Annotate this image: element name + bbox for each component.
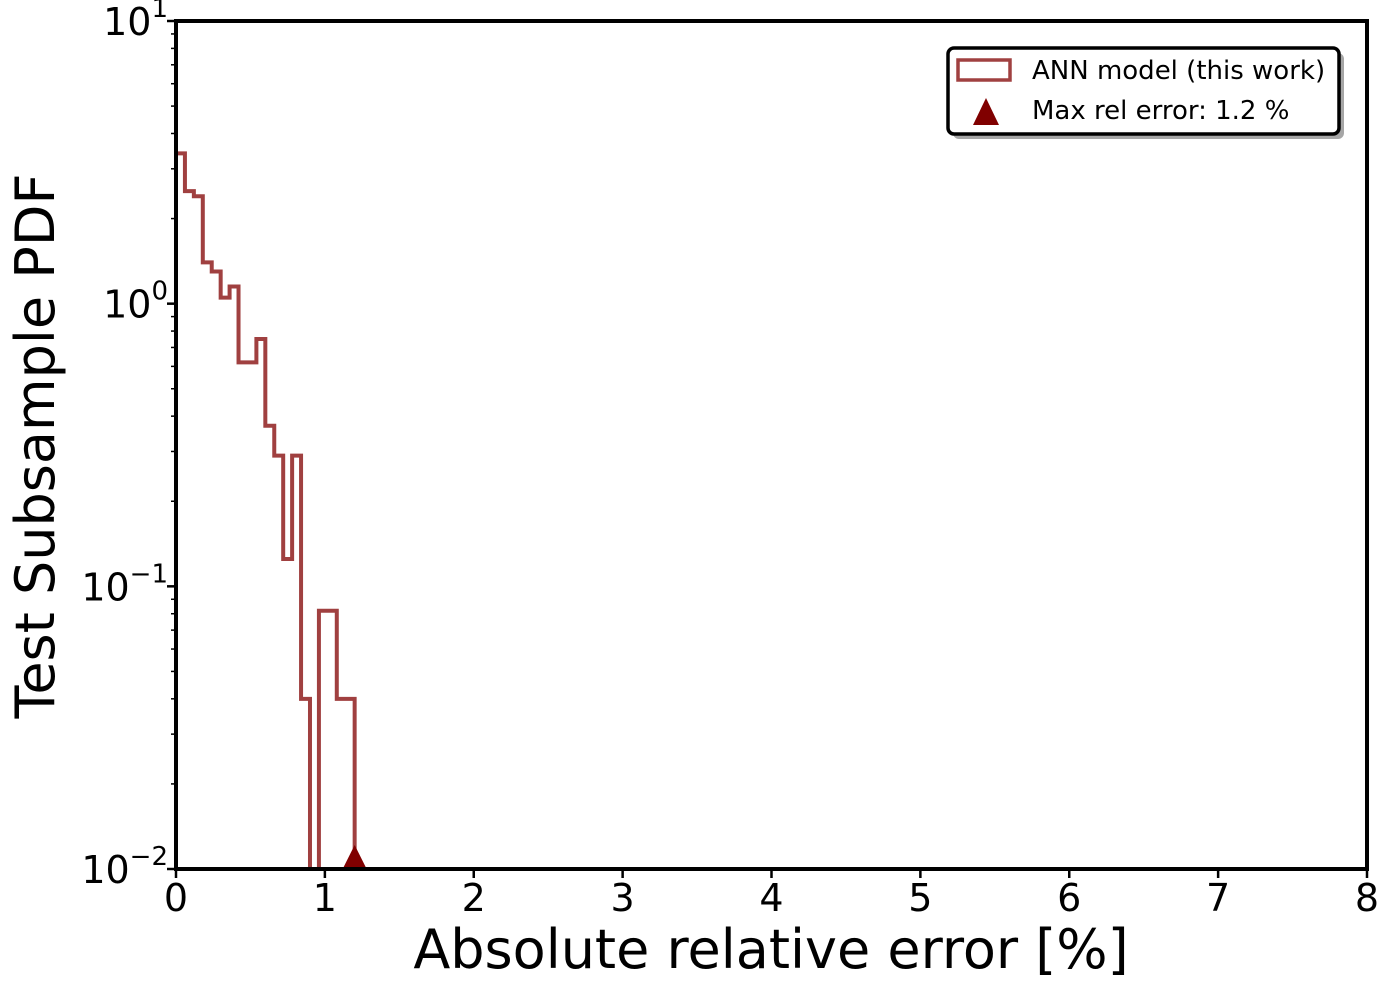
plot-frame <box>174 19 1369 871</box>
legend-swatch-ann-model <box>956 58 1012 82</box>
x-tick-label: 1 <box>313 876 337 920</box>
y-tick-label: 10−1 <box>81 559 168 609</box>
max-error-marker <box>341 845 368 871</box>
x-axis-label: Absolute relative error [%] <box>413 918 1128 981</box>
histogram-series-line <box>176 151 357 869</box>
y-tick-label: 100 <box>103 277 168 327</box>
y-tick-label: 101 <box>103 0 168 44</box>
x-tick-label: 5 <box>908 876 932 920</box>
x-tick-label: 0 <box>164 876 188 920</box>
legend-label-ann-model: ANN model (this work) <box>1032 56 1325 86</box>
legend-box <box>946 46 1341 136</box>
x-tick-label: 6 <box>1057 876 1081 920</box>
legend: ANN model (this work) Max rel error: 1.2… <box>946 46 1344 139</box>
y-axis-label: Test Subsample PDF <box>4 174 67 720</box>
x-tick-label: 8 <box>1355 876 1379 920</box>
ticks-layer <box>167 19 1369 878</box>
legend-label-max-error: Max rel error: 1.2 % <box>1032 96 1289 126</box>
tick-labels-layer: 0 1 2 3 4 5 6 7 8 10−2 10−1 100 101 <box>81 0 1379 920</box>
y-tick-label: 10−2 <box>81 842 168 892</box>
legend-marker-max-error <box>973 98 999 125</box>
x-tick-label: 4 <box>759 876 783 920</box>
x-tick-label: 7 <box>1206 876 1230 920</box>
x-tick-label: 2 <box>462 876 486 920</box>
x-tick-label: 3 <box>611 876 635 920</box>
